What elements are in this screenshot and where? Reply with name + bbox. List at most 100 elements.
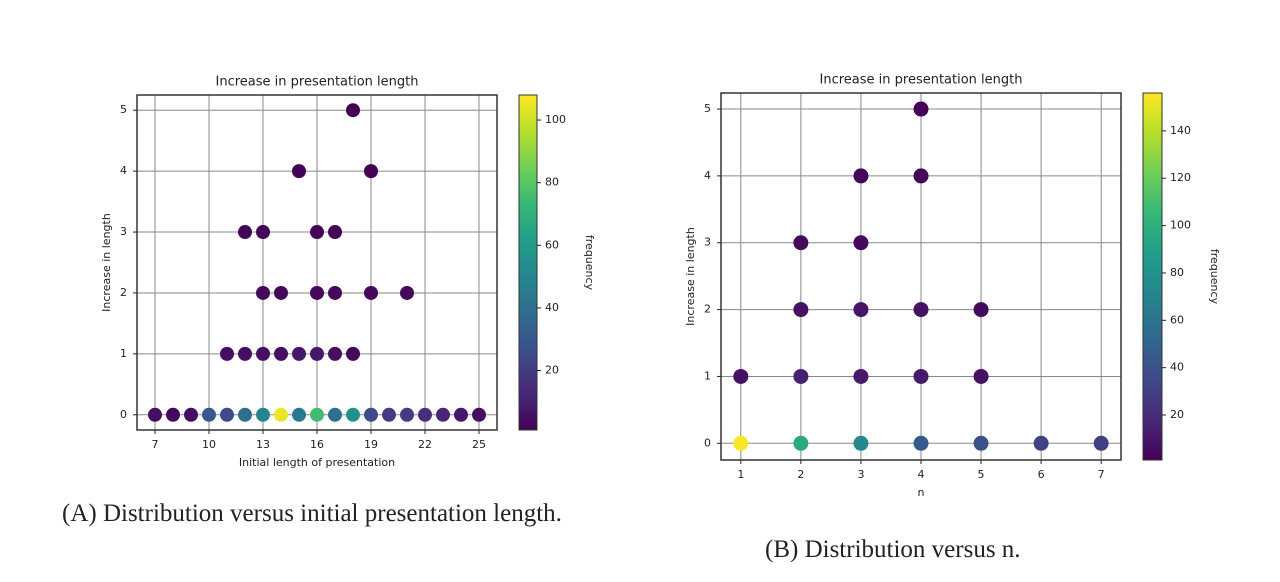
point xyxy=(913,302,929,318)
point xyxy=(346,103,360,118)
y-tick-label: 4 xyxy=(704,169,711,182)
point xyxy=(346,346,360,361)
point xyxy=(238,225,252,240)
x-axis-label: n xyxy=(918,486,925,499)
colorbar-tick-label: 40 xyxy=(1170,361,1184,374)
y-tick-label: 1 xyxy=(120,347,127,360)
point xyxy=(184,407,198,422)
point xyxy=(310,225,324,240)
x-tick-label: 22 xyxy=(418,438,432,451)
point xyxy=(973,368,989,384)
point xyxy=(220,407,234,422)
x-tick-label: 3 xyxy=(857,468,864,481)
colorbar-label: frequency xyxy=(1208,249,1221,305)
chart-title: Increase in presentation length xyxy=(820,73,1023,88)
point xyxy=(328,346,342,361)
point xyxy=(256,285,270,300)
point xyxy=(733,368,749,384)
x-tick-label: 1 xyxy=(737,468,744,481)
point xyxy=(454,407,468,422)
x-tick-label: 4 xyxy=(918,468,925,481)
point xyxy=(793,302,809,318)
colorbar-tick-label: 100 xyxy=(545,113,566,126)
point xyxy=(274,407,288,422)
point xyxy=(853,435,869,451)
point xyxy=(418,407,432,422)
point xyxy=(292,407,306,422)
point xyxy=(472,407,486,422)
caption: (A) Distribution versus initial presenta… xyxy=(62,500,562,527)
point xyxy=(436,407,450,422)
x-tick-label: 16 xyxy=(310,438,324,451)
colorbar xyxy=(518,94,538,431)
point xyxy=(400,407,414,422)
y-tick-label: 0 xyxy=(704,436,711,449)
colorbar-tick-label: 140 xyxy=(1170,124,1191,137)
y-tick-label: 4 xyxy=(120,164,127,177)
point xyxy=(853,368,869,384)
point xyxy=(202,407,216,422)
point xyxy=(256,346,270,361)
x-tick-label: 7 xyxy=(152,438,159,451)
point xyxy=(913,101,929,117)
colorbar-tick-label: 60 xyxy=(1170,313,1184,326)
colorbar-tick-label: 100 xyxy=(1170,219,1191,232)
caption: (B) Distribution versus n. xyxy=(765,536,1021,563)
point xyxy=(973,302,989,318)
point xyxy=(166,407,180,422)
y-axis-label: Increase in length xyxy=(684,227,697,326)
y-tick-label: 3 xyxy=(704,236,711,249)
x-tick-label: 6 xyxy=(1038,468,1045,481)
y-tick-label: 2 xyxy=(120,286,127,299)
point xyxy=(346,407,360,422)
x-tick-label: 19 xyxy=(364,438,378,451)
x-axis-label: Initial length of presentation xyxy=(239,456,395,469)
point xyxy=(310,285,324,300)
colorbar-tick-label: 60 xyxy=(545,238,559,251)
point xyxy=(364,164,378,179)
point xyxy=(292,164,306,179)
point xyxy=(733,435,749,451)
point xyxy=(913,168,929,184)
point xyxy=(913,435,929,451)
y-tick-label: 1 xyxy=(704,369,711,382)
point xyxy=(853,168,869,184)
y-tick-label: 2 xyxy=(704,303,711,316)
x-tick-label: 13 xyxy=(256,438,270,451)
point xyxy=(793,435,809,451)
x-tick-label: 25 xyxy=(472,438,486,451)
y-axis-label: Increase in length xyxy=(100,213,113,312)
point xyxy=(364,407,378,422)
x-tick-label: 2 xyxy=(797,468,804,481)
point xyxy=(148,407,162,422)
x-tick-label: 7 xyxy=(1098,468,1105,481)
point xyxy=(220,346,234,361)
colorbar-tick-label: 80 xyxy=(545,176,559,189)
point xyxy=(793,368,809,384)
point xyxy=(256,407,270,422)
point xyxy=(382,407,396,422)
point xyxy=(310,407,324,422)
point xyxy=(913,368,929,384)
x-tick-label: 5 xyxy=(978,468,985,481)
point xyxy=(328,407,342,422)
point xyxy=(853,302,869,318)
chart-title: Increase in presentation length xyxy=(216,75,419,90)
point xyxy=(328,225,342,240)
point xyxy=(328,285,342,300)
point xyxy=(256,225,270,240)
point xyxy=(1033,435,1049,451)
point xyxy=(310,346,324,361)
plot-frame xyxy=(136,94,498,431)
point xyxy=(238,346,252,361)
y-tick-label: 5 xyxy=(704,102,711,115)
colorbar-label: frequency xyxy=(583,235,596,291)
colorbar xyxy=(1142,92,1163,461)
colorbar-tick-label: 40 xyxy=(545,301,559,314)
point xyxy=(793,235,809,251)
point xyxy=(1093,435,1109,451)
colorbar-tick-label: 80 xyxy=(1170,266,1184,279)
y-tick-label: 3 xyxy=(120,225,127,238)
